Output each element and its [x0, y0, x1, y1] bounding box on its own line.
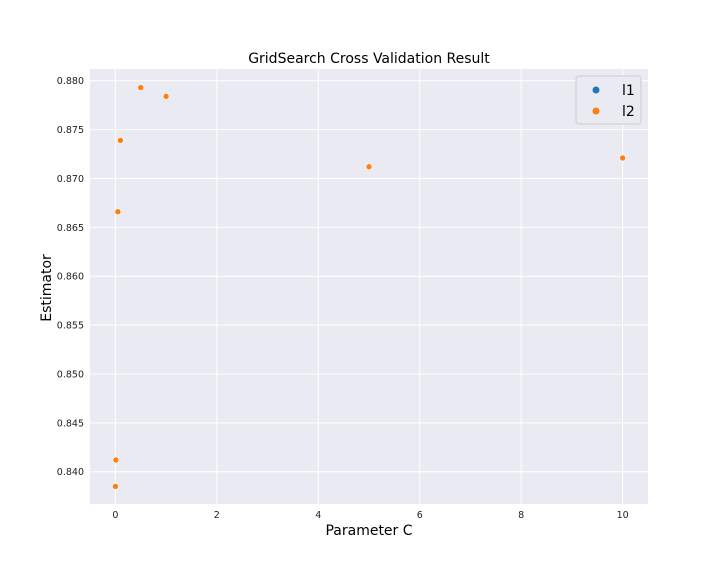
legend-label-l2: l2 [622, 104, 635, 120]
y-tick-label: 0.850 [57, 369, 84, 380]
data-point-l2 [619, 154, 626, 162]
x-tick-label: 10 [617, 510, 629, 521]
legend-marker-l2 [592, 107, 600, 115]
x-tick-label: 0 [112, 510, 118, 521]
chart-title: GridSearch Cross Validation Result [248, 51, 490, 67]
legend-label-l1: l1 [622, 83, 635, 99]
data-point-l2 [112, 456, 120, 464]
y-tick-labels: 0.840 0.845 0.850 0.855 0.860 0.865 0.870 0.875… [57, 76, 84, 478]
x-tick-labels: 0 2 4 6 8 10 [112, 510, 628, 521]
x-tick-label: 6 [417, 510, 423, 521]
x-tick-label: 4 [315, 510, 321, 521]
y-tick-label: 0.875 [57, 125, 84, 136]
grid-lines [90, 69, 648, 504]
data-point-l2 [365, 163, 373, 171]
plot-background [90, 69, 648, 504]
data-point-l2 [117, 137, 124, 144]
data-points [112, 84, 626, 490]
legend-box [575, 75, 642, 125]
y-tick-label: 0.840 [57, 467, 84, 478]
legend: l1 l2 [575, 75, 642, 125]
data-point-l2 [114, 208, 122, 216]
y-tick-label: 0.865 [57, 223, 84, 234]
legend-marker-l1 [592, 86, 600, 94]
x-tick-label: 2 [214, 510, 220, 521]
data-point-l2 [112, 483, 119, 490]
x-tick-label: 8 [518, 510, 524, 521]
y-axis-title: Estimator [39, 254, 55, 322]
x-axis-title: Parameter C [325, 523, 412, 539]
y-tick-label: 0.880 [57, 76, 84, 87]
y-tick-label: 0.855 [57, 321, 84, 332]
y-tick-label: 0.870 [57, 174, 84, 185]
y-tick-label: 0.845 [57, 418, 84, 429]
y-tick-label: 0.860 [57, 272, 84, 283]
data-point-l2 [162, 93, 170, 100]
data-point-l2 [137, 84, 145, 91]
